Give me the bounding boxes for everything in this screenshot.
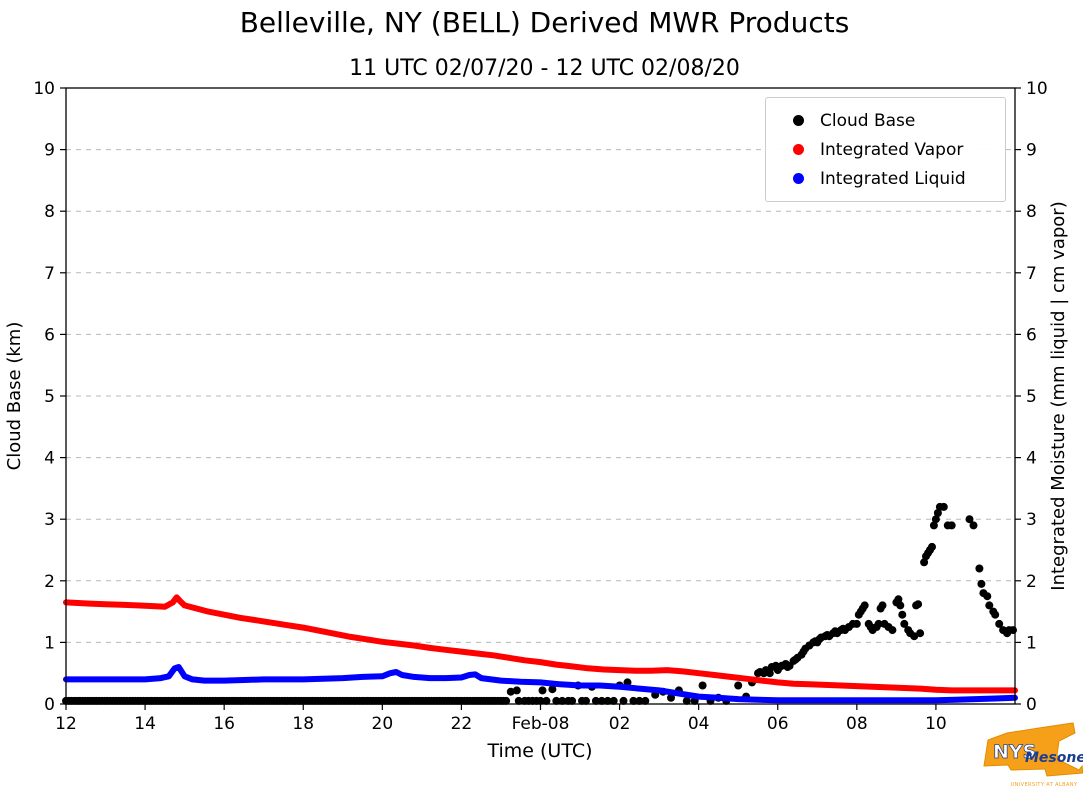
x-axis-label: Time (UTC) <box>486 740 592 762</box>
logo-mesonet-text: Mesonet <box>1025 750 1083 766</box>
svg-text:0: 0 <box>44 695 55 715</box>
legend-label-integrated-liquid: Integrated Liquid <box>820 168 966 189</box>
legend-item-cloud-base: Cloud Base <box>766 106 1005 135</box>
svg-text:8: 8 <box>44 202 55 222</box>
svg-text:7: 7 <box>1026 264 1037 284</box>
svg-text:9: 9 <box>1026 141 1037 161</box>
page-subtitle: 11 UTC 02/07/20 - 12 UTC 02/08/20 <box>349 56 740 81</box>
svg-text:08: 08 <box>846 714 868 734</box>
svg-text:7: 7 <box>44 264 55 284</box>
y-axis-label-right: Integrated Moisture (mm liquid | cm vapo… <box>1048 201 1069 590</box>
svg-text:04: 04 <box>688 714 710 734</box>
svg-text:6: 6 <box>1026 325 1037 345</box>
legend-label-cloud-base: Cloud Base <box>820 110 916 131</box>
svg-text:20: 20 <box>372 714 394 734</box>
nys-mesonet-logo: NYS Mesonet UNIVERSITY AT ALBANY <box>983 722 1083 788</box>
svg-text:4: 4 <box>44 449 55 469</box>
svg-text:1: 1 <box>44 633 55 653</box>
chart-legend: Cloud Base Integrated Vapor Integrated L… <box>765 97 1006 202</box>
svg-text:5: 5 <box>1026 387 1037 407</box>
svg-text:16: 16 <box>213 714 235 734</box>
svg-text:22: 22 <box>451 714 473 734</box>
legend-dot-integrated-liquid <box>793 173 804 184</box>
legend-item-integrated-liquid: Integrated Liquid <box>766 164 1005 193</box>
svg-text:6: 6 <box>44 325 55 345</box>
svg-text:1: 1 <box>1026 633 1037 653</box>
svg-text:0: 0 <box>1026 695 1037 715</box>
legend-item-integrated-vapor: Integrated Vapor <box>766 135 1005 164</box>
svg-text:8: 8 <box>1026 202 1037 222</box>
svg-text:10: 10 <box>1026 79 1048 99</box>
logo-university-text: UNIVERSITY AT ALBANY <box>1011 782 1078 788</box>
svg-text:12: 12 <box>55 714 77 734</box>
svg-text:3: 3 <box>1026 510 1037 530</box>
y-axis-label-left: Cloud Base (km) <box>4 322 25 471</box>
legend-dot-cloud-base <box>793 115 804 126</box>
svg-text:14: 14 <box>134 714 156 734</box>
svg-text:02: 02 <box>609 714 631 734</box>
legend-dot-integrated-vapor <box>793 144 804 155</box>
legend-label-integrated-vapor: Integrated Vapor <box>820 139 964 160</box>
svg-text:18: 18 <box>292 714 314 734</box>
svg-text:5: 5 <box>44 387 55 407</box>
svg-text:Feb-08: Feb-08 <box>512 714 570 734</box>
logo-nys-text: NYS <box>993 741 1036 763</box>
page-title: Belleville, NY (BELL) Derived MWR Produc… <box>239 6 850 39</box>
ny-state-shape <box>983 722 1083 777</box>
svg-text:10: 10 <box>925 714 947 734</box>
svg-text:2: 2 <box>44 572 55 592</box>
svg-text:4: 4 <box>1026 449 1037 469</box>
svg-text:2: 2 <box>1026 572 1037 592</box>
svg-text:3: 3 <box>44 510 55 530</box>
svg-text:9: 9 <box>44 141 55 161</box>
svg-text:06: 06 <box>767 714 789 734</box>
svg-text:10: 10 <box>33 79 55 99</box>
